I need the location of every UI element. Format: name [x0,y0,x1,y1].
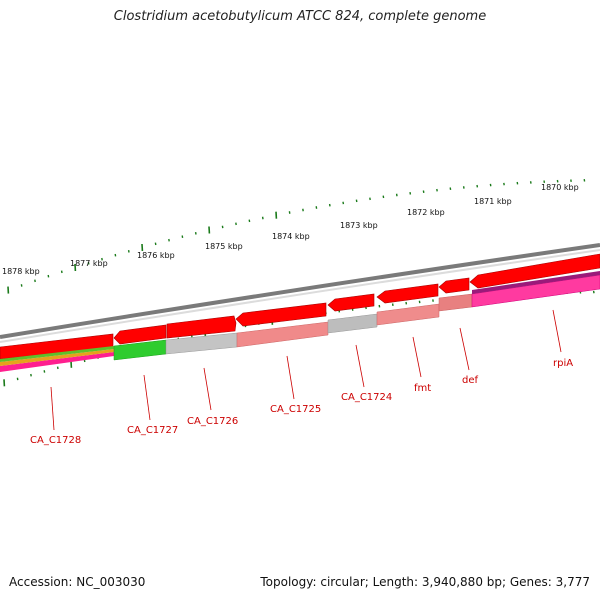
segment-ca-c1728-c[interactable] [0,346,114,362]
segment-rpia-top [472,271,600,294]
forward-gene-arrow[interactable] [235,302,327,327]
forward-gene-arrow[interactable] [438,277,470,294]
gene-label-ca-c1724[interactable]: CA_C1724 [341,392,392,403]
leader-line [203,367,212,411]
kbp-label: 1876 kbp [137,251,175,260]
accession-text: Accession: NC_003030 [9,575,146,589]
kbp-label: 1871 kbp [474,197,512,206]
leader-line [50,386,55,431]
forward-gene-arrow[interactable] [113,324,167,345]
kbp-label: 1878 kbp [2,267,40,276]
gene-label-ca-c1725[interactable]: CA_C1725 [270,404,321,415]
forward-gene-arrow[interactable] [469,253,600,289]
segment-ca-c1728-b[interactable] [0,349,114,366]
leader-line [412,336,422,378]
leader-line [552,309,562,353]
forward-gene-arrow[interactable] [376,283,439,304]
topology-summary: Topology: circular; Length: 3,940,880 bp… [260,575,590,589]
forward-gene-arrow[interactable] [327,293,375,312]
gene-label-leaders [50,309,562,431]
kbp-label: 1870 kbp [541,183,579,192]
segment-ca-c1725[interactable] [236,321,329,348]
gene-label-ca-c1726[interactable]: CA_C1726 [187,416,238,427]
segment-def[interactable] [438,293,473,312]
backbone-inner-line [0,249,600,343]
leader-line [459,327,470,371]
kbp-label: 1875 kbp [205,242,243,251]
gene-label-fmt[interactable]: fmt [414,383,431,394]
segment-ca-c1728[interactable] [0,352,114,372]
kbp-label: 1873 kbp [340,221,378,230]
leader-line [143,374,151,421]
segment-fmt[interactable] [376,303,440,326]
forward-gene-arrow[interactable] [166,315,237,339]
forward-gene-track [0,253,600,360]
outer-tick-ring [7,178,586,294]
segment-ca-c1724[interactable] [327,313,378,334]
leader-line [286,355,295,400]
map-title: Clostridium acetobutylicum ATCC 824, com… [113,9,487,24]
leader-line [355,344,365,388]
kbp-label: 1872 kbp [407,208,445,217]
gene-label-def[interactable]: def [462,375,479,386]
gene-label-ca-c1727[interactable]: CA_C1727 [127,425,178,436]
category-track [0,271,600,372]
kbp-label: 1877 kbp [70,259,108,268]
segment-rpia[interactable] [471,274,600,308]
backbone-outer-line [0,243,600,339]
gene-label-ca-c1728[interactable]: CA_C1728 [30,435,81,446]
gene-labels: CA_C1728 CA_C1727 CA_C1726 CA_C1725 CA_C… [30,358,573,446]
kbp-label: 1874 kbp [272,232,310,241]
kbp-label-group: 1870 kbp 1871 kbp 1872 kbp 1873 kbp 1874 kbp… [2,183,579,276]
gene-label-rpia[interactable]: rpiA [553,358,573,369]
